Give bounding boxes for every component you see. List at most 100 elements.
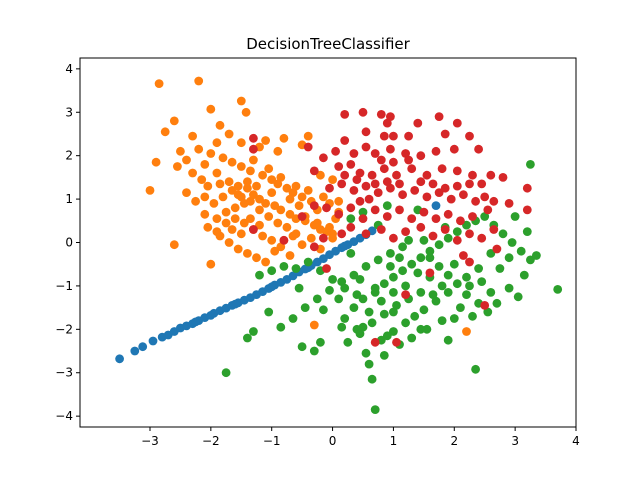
scatter-point-series-3	[373, 188, 383, 198]
scatter-point-series-3	[382, 177, 392, 187]
scatter-point-series-3	[440, 129, 450, 139]
scatter-point-series-1	[197, 175, 207, 185]
scatter-point-series-0	[115, 354, 124, 364]
scatter-point-series-0	[431, 201, 441, 211]
scatter-point-series-2	[468, 311, 477, 321]
scatter-point-series-1	[169, 116, 179, 126]
scatter-point-series-3	[465, 229, 474, 239]
scatter-point-series-3	[389, 157, 398, 167]
scatter-point-series-2	[416, 288, 426, 297]
scatter-point-series-1	[309, 320, 319, 330]
scatter-point-series-3	[428, 179, 438, 189]
scatter-point-series-1	[279, 133, 289, 143]
scatter-point-series-1	[221, 218, 231, 228]
scatter-point-series-1	[267, 235, 277, 245]
scatter-point-series-2	[361, 262, 371, 271]
scatter-point-series-3	[395, 205, 404, 215]
scatter-point-series-1	[206, 149, 216, 158]
scatter-point-series-2	[456, 303, 465, 312]
scatter-point-series-2	[358, 207, 368, 217]
scatter-point-series-2	[474, 264, 483, 273]
scatter-point-series-3	[364, 194, 374, 204]
scatter-point-series-3	[361, 127, 371, 137]
scatter-point-series-2	[389, 327, 398, 336]
scatter-point-series-3	[297, 212, 307, 221]
scatter-point-series-1	[285, 194, 295, 204]
scatter-point-series-2	[352, 290, 362, 299]
scatter-point-series-2	[443, 233, 453, 243]
scatter-point-series-3	[346, 203, 356, 213]
scatter-point-series-1	[209, 199, 219, 208]
scatter-point-series-3	[431, 146, 441, 156]
scatter-point-series-3	[428, 231, 438, 241]
scatter-point-series-2	[300, 303, 310, 312]
scatter-point-series-2	[477, 277, 487, 286]
scatter-point-series-1	[316, 170, 325, 180]
scatter-point-series-2	[483, 307, 493, 317]
scatter-point-series-1	[241, 107, 251, 117]
scatter-point-series-2	[358, 294, 368, 304]
scatter-point-series-1	[227, 225, 237, 234]
scatter-point-series-2	[504, 253, 514, 263]
scatter-point-series-3	[337, 229, 347, 239]
scatter-point-series-2	[319, 305, 328, 315]
scatter-point-series-3	[504, 199, 514, 208]
scatter-point-series-2	[294, 283, 304, 293]
scatter-point-series-3	[443, 209, 453, 219]
scatter-point-series-1	[154, 79, 164, 88]
scatter-point-series-1	[462, 327, 471, 336]
scatter-point-series-1	[194, 76, 204, 86]
x-tick-label: 2	[450, 434, 458, 448]
scatter-point-series-1	[297, 192, 307, 202]
scatter-point-series-2	[553, 285, 563, 294]
scatter-point-series-2	[413, 268, 423, 278]
scatter-point-series-1	[194, 144, 204, 154]
scatter-point-series-2	[465, 281, 474, 291]
scatter-point-series-2	[452, 279, 462, 289]
scatter-point-series-1	[218, 153, 228, 163]
scatter-point-series-3	[489, 196, 499, 206]
scatter-point-series-1	[291, 229, 301, 239]
scatter-point-series-3	[370, 179, 380, 189]
scatter-point-series-1	[176, 146, 185, 156]
scatter-point-series-2	[419, 235, 429, 245]
scatter-point-series-2	[386, 249, 395, 258]
scatter-point-series-1	[224, 238, 234, 247]
scatter-point-series-1	[212, 214, 222, 224]
scatter-point-series-1	[328, 175, 337, 185]
scatter-point-series-3	[407, 214, 417, 224]
scatter-point-series-2	[364, 307, 374, 317]
scatter-point-series-2	[532, 251, 541, 260]
scatter-point-series-3	[337, 179, 347, 189]
scatter-point-series-3	[349, 149, 359, 158]
scatter-point-series-3	[309, 166, 319, 176]
scatter-point-series-3	[446, 194, 456, 204]
scatter-point-series-3	[392, 337, 401, 347]
scatter-point-series-3	[480, 192, 490, 202]
scatter-point-series-2	[337, 322, 347, 332]
scatter-point-series-2	[243, 333, 252, 343]
scatter-point-series-1	[252, 253, 261, 263]
x-tick-label: 1	[390, 434, 398, 448]
scatter-point-series-2	[504, 283, 514, 293]
scatter-point-series-3	[349, 186, 359, 195]
scatter-point-series-3	[410, 186, 420, 195]
scatter-point-series-1	[212, 168, 222, 178]
scatter-point-series-3	[452, 181, 462, 191]
scatter-point-series-1	[258, 170, 267, 180]
scatter-point-series-2	[425, 253, 435, 263]
scatter-point-series-1	[224, 177, 234, 187]
scatter-point-series-1	[319, 192, 328, 202]
scatter-point-series-1	[285, 251, 295, 260]
y-tick-label: −1	[55, 279, 73, 293]
scatter-point-series-3	[522, 183, 532, 193]
scatter-point-series-2	[434, 262, 444, 271]
scatter-point-series-3	[425, 268, 435, 278]
scatter-point-series-2	[434, 240, 444, 250]
scatter-point-series-2	[422, 324, 432, 334]
scatter-point-series-1	[236, 138, 246, 148]
scatter-point-series-2	[398, 242, 407, 252]
scatter-point-series-3	[465, 131, 474, 141]
scatter-point-series-2	[398, 266, 407, 276]
